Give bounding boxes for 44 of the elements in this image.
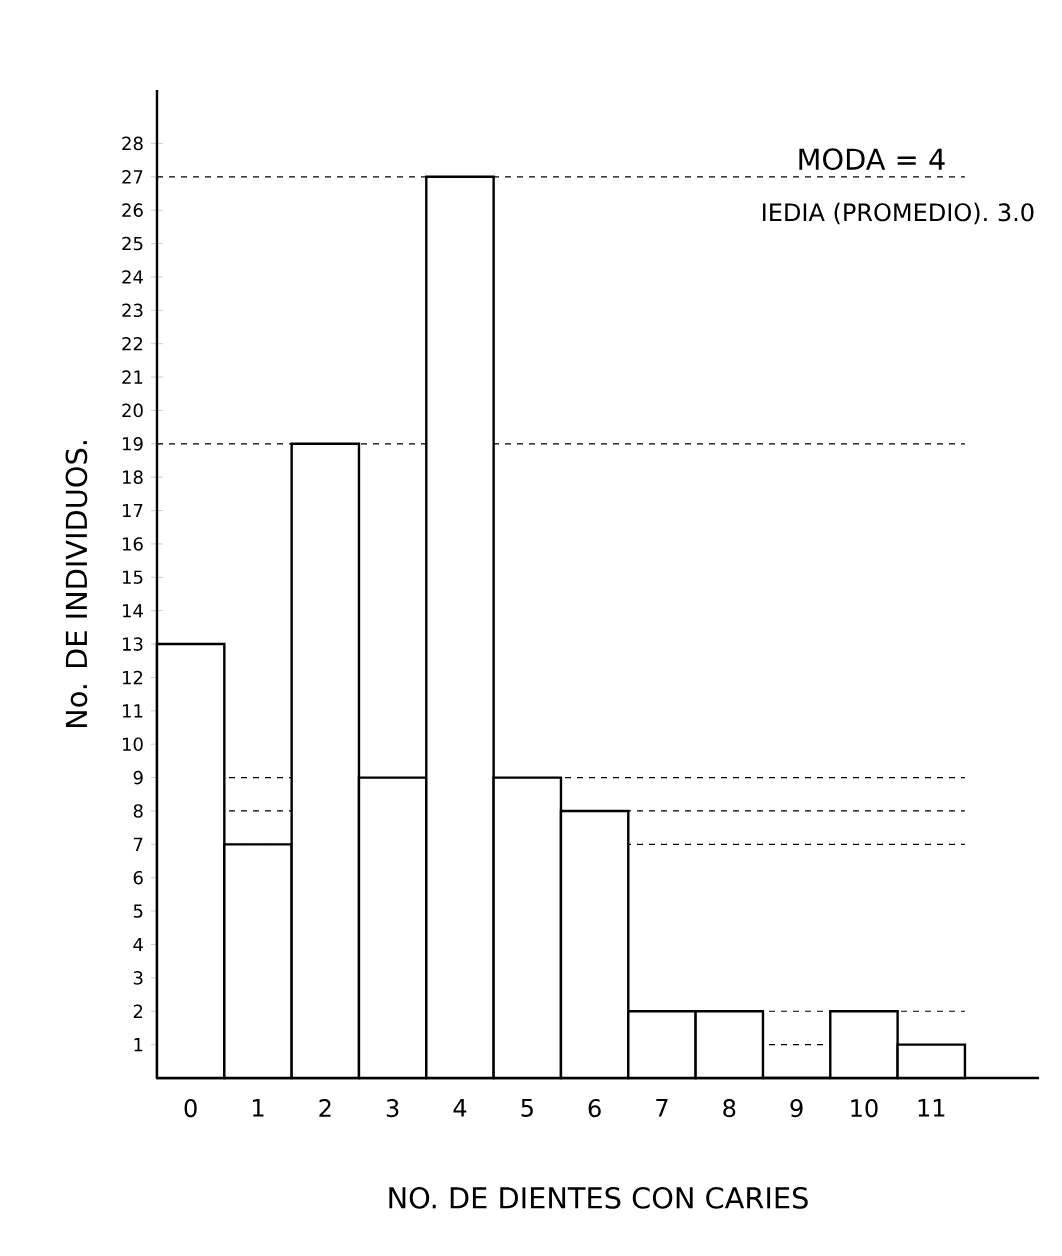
x-tick-label: 2 (319, 1099, 331, 1117)
x-tick-label: 11 (918, 1099, 945, 1117)
y-tick-label: 10 (123, 737, 143, 752)
y-tick-label: 23 (122, 303, 143, 318)
x-tick-label: 6 (588, 1099, 601, 1118)
y-tick-label: 20 (122, 403, 143, 418)
y-tick-label: 16 (123, 537, 143, 551)
y-tick-label: 6 (133, 870, 143, 885)
y-tick-label: 3 (133, 971, 143, 985)
x-axis-title: NO. DE DIENTES CON CARIES (389, 1186, 808, 1209)
y-tick-label: 27 (122, 170, 143, 184)
y-tick-label: 8 (133, 804, 143, 818)
x-tick-label: 10 (851, 1099, 878, 1118)
y-tick-label: 24 (122, 270, 143, 284)
annotation: MODA = 4 (799, 148, 945, 171)
y-tick-label: 11 (123, 704, 143, 718)
y-tick-label: 13 (123, 637, 143, 651)
x-tick-label: 5 (521, 1099, 533, 1117)
y-tick-label: 7 (133, 837, 143, 851)
y-tick-label: 12 (123, 670, 143, 685)
y-axis-title: No. DE INDIVIDUOS. (65, 441, 88, 728)
x-tick-label: 9 (790, 1099, 803, 1118)
y-tick-label: 17 (123, 504, 143, 518)
x-tick-label: 3 (386, 1099, 399, 1118)
x-tick-label: 0 (184, 1099, 197, 1118)
y-tick-label: 1 (134, 1038, 143, 1052)
x-tick-label: 7 (656, 1099, 668, 1117)
y-tick-label: 22 (122, 336, 143, 351)
y-tick-label: 28 (122, 136, 143, 151)
y-tick-label: 19 (123, 437, 143, 451)
y-tick-label: 2 (133, 1004, 143, 1018)
y-tick-label: 14 (123, 604, 143, 618)
y-tick-label: 5 (133, 904, 143, 918)
x-tick-label: 4 (453, 1099, 467, 1117)
y-tick-label: 4 (133, 937, 143, 952)
y-tick-label: 21 (122, 370, 143, 384)
y-tick-label: 26 (122, 203, 143, 217)
y-tick-label: 9 (133, 770, 143, 785)
y-tick-label: 25 (122, 236, 143, 251)
y-tick-label: 15 (123, 570, 143, 584)
annotation: IEDIA (PROMEDIO). 3.0 (763, 202, 1034, 225)
x-tick-label: 8 (723, 1099, 736, 1118)
y-tick-label: 18 (123, 470, 143, 484)
x-tick-label: 1 (252, 1099, 264, 1117)
